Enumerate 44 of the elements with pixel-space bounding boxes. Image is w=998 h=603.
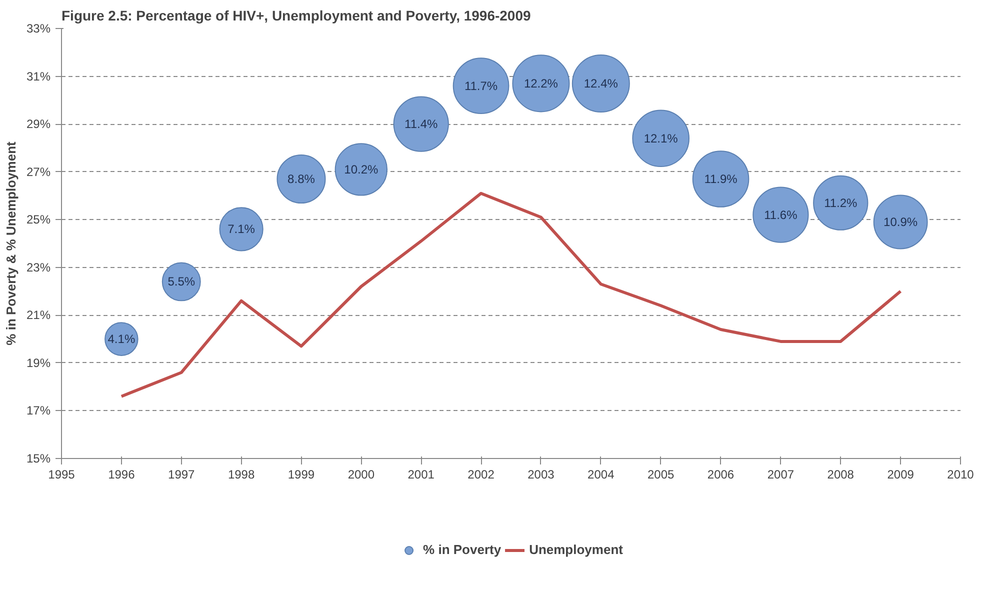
x-tick-label: 1995 xyxy=(48,468,76,482)
y-tick-label: 15% xyxy=(26,452,51,466)
x-tick-label: 2002 xyxy=(468,468,495,482)
data-label: 8.8% xyxy=(288,172,316,186)
y-tick-label: 25% xyxy=(26,212,51,227)
x-tick-label: 2010 xyxy=(947,468,974,482)
data-label: 11.7% xyxy=(464,78,498,93)
y-tick-label: 17% xyxy=(26,404,51,418)
data-label: 12.2% xyxy=(524,76,558,90)
data-label: 7.1% xyxy=(228,222,256,236)
y-tick-label: 19% xyxy=(26,356,51,370)
x-tick-label: 2006 xyxy=(707,468,734,482)
data-label: 4.1% xyxy=(108,332,136,346)
chart-title: Figure 2.5: Percentage of HIV+, Unemployment and Poverty, 1996-2009 xyxy=(62,8,532,24)
legend-label: Unemployment xyxy=(529,542,623,557)
x-tick-label: 1998 xyxy=(228,468,255,482)
data-label: 5.5% xyxy=(168,274,196,289)
y-tick-label: 31% xyxy=(26,69,51,84)
x-tick-label: 2008 xyxy=(827,468,854,482)
y-tick-label: 27% xyxy=(26,164,51,179)
y-tick-label: 33% xyxy=(26,22,51,36)
data-label: 12.1% xyxy=(644,131,678,146)
y-tick-label: 21% xyxy=(26,308,51,322)
y-tick-label: 29% xyxy=(26,117,51,132)
data-label: 12.4% xyxy=(584,76,618,90)
y-axis-title: % in Poverty & % Unemployment xyxy=(3,140,18,346)
x-tick-label: 1997 xyxy=(168,468,196,482)
x-tick-label: 1999 xyxy=(288,468,315,482)
data-label: 10.9% xyxy=(884,215,918,229)
x-tick-label: 2000 xyxy=(348,468,375,482)
data-label: 11.4% xyxy=(404,117,438,132)
data-label: 11.2% xyxy=(824,196,858,210)
legend-label: % in Poverty xyxy=(423,542,502,557)
x-tick-label: 1996 xyxy=(108,468,136,482)
x-tick-label: 2005 xyxy=(647,468,675,482)
y-tick-label: 23% xyxy=(26,260,51,274)
data-label: 10.2% xyxy=(344,162,379,176)
data-label: 11.9% xyxy=(704,172,738,186)
x-tick-label: 2009 xyxy=(887,468,914,482)
x-tick-label: 2003 xyxy=(528,468,555,482)
x-tick-label: 2001 xyxy=(408,468,435,482)
x-tick-label: 2007 xyxy=(767,468,794,482)
x-tick-label: 2004 xyxy=(588,468,615,482)
data-label: 11.6% xyxy=(764,208,798,222)
